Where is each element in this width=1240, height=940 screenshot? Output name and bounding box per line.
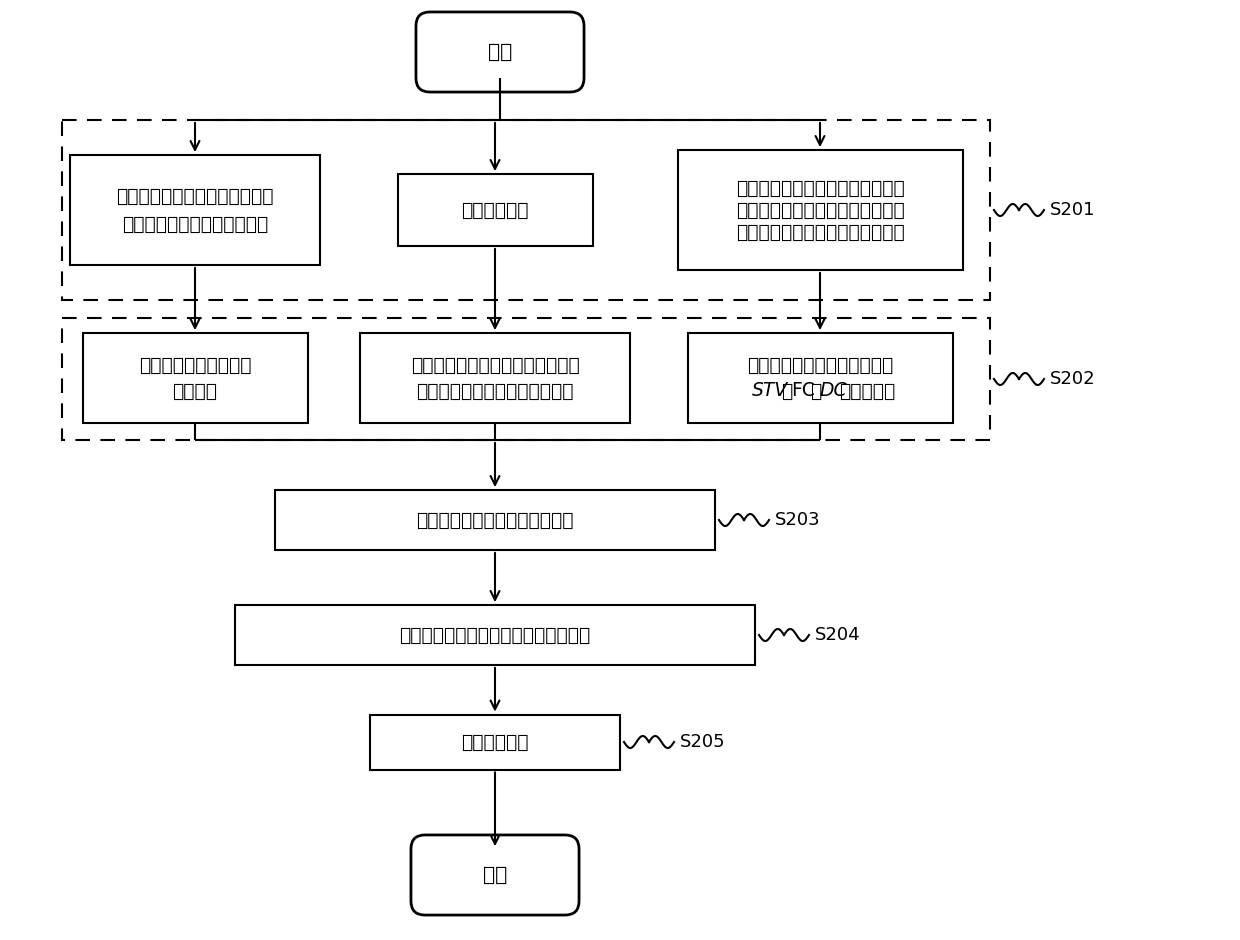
Bar [275,490,715,550]
Text: 识别答题正确率，并由所述声音信: 识别答题正确率，并由所述声音信 [410,355,579,374]
Bar [370,714,620,770]
Text: STV: STV [751,382,789,400]
Bar [360,333,630,423]
Text: 、: 、 [781,382,792,400]
Text: 与常模数据对比，得到每项结果: 与常模数据对比，得到每项结果 [417,510,574,529]
Text: 获取步态信息，所述步态信息包括: 获取步态信息，所述步态信息包括 [735,179,904,197]
Text: S203: S203 [775,511,821,529]
Bar [677,150,962,270]
Text: 括皮肤电阵、心率和血氧信号: 括皮肤电阵、心率和血氧信号 [122,214,268,233]
Text: 和: 和 [810,382,822,400]
Text: FC: FC [791,382,815,400]
Bar [69,155,320,265]
Text: 开始: 开始 [487,42,512,61]
Text: 息的频谱特性分析情绪认知波动: 息的频谱特性分析情绪认知波动 [417,382,574,400]
Text: ，并可视化: ，并可视化 [839,382,895,400]
Bar [62,318,990,440]
Text: 计算分析所述步态信息，以及: 计算分析所述步态信息，以及 [746,355,893,374]
Text: 步长、步频、步速、步行周期以及: 步长、步频、步速、步行周期以及 [735,200,904,220]
Bar [687,333,952,423]
Text: 综合神经认知功能得分和跌倒风险评估: 综合神经认知功能得分和跌倒风险评估 [399,625,590,645]
Text: 获取声音信息: 获取声音信息 [461,200,528,220]
Text: DC: DC [820,382,848,400]
Text: 结束: 结束 [482,866,507,885]
Bar [83,333,308,423]
Text: 计算分析所述生理信息: 计算分析所述生理信息 [139,355,252,374]
Bar [236,605,755,665]
FancyBboxPatch shape [410,835,579,915]
Text: S204: S204 [815,626,861,644]
Text: S201: S201 [1050,201,1095,219]
Text: 获取生理信息，所述生理信息包: 获取生理信息，所述生理信息包 [117,186,274,206]
Text: 并可视化: 并可视化 [172,382,217,400]
Bar [62,120,990,300]
Text: S202: S202 [1050,370,1096,388]
Bar [398,174,593,246]
Text: 打印评估报告: 打印评估报告 [461,732,528,751]
Text: S205: S205 [680,733,725,751]
FancyBboxPatch shape [415,12,584,92]
Text: 足底压力分布和蹀步区域变化信息: 足底压力分布和蹀步区域变化信息 [735,223,904,242]
